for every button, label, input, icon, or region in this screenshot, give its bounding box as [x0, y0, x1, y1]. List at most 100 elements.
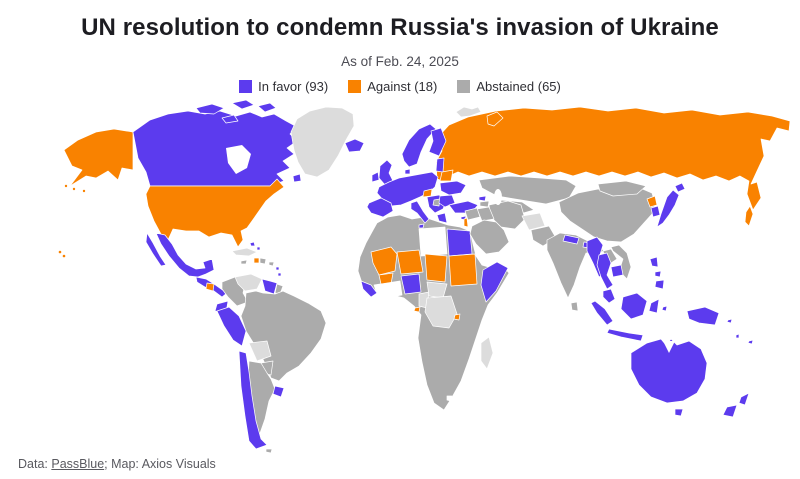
country-philippines-luzon	[649, 256, 659, 268]
source-suffix: ; Map: Axios Visuals	[104, 457, 216, 471]
country-chile	[238, 350, 268, 450]
legend-label-abstained: Abstained (65)	[476, 79, 561, 94]
country-falkland-islands	[265, 448, 273, 454]
country-newfoundland	[292, 173, 302, 183]
country-china	[558, 186, 656, 243]
country-tasmania	[674, 408, 684, 417]
country-new-guinea	[686, 306, 720, 326]
country-aleutian-islands	[64, 184, 68, 188]
country-peru	[216, 306, 247, 347]
country-madagascar	[480, 336, 494, 370]
country-philippines-mindanao	[654, 279, 665, 290]
country-greece	[436, 212, 448, 224]
country-kazakhstan	[478, 175, 577, 205]
country-equatorial-guinea	[413, 306, 421, 313]
country-israel	[463, 217, 469, 228]
page-title: UN resolution to condemn Russia's invasi…	[81, 14, 719, 41]
country-ukraine	[439, 180, 467, 196]
country-haiti	[253, 257, 260, 264]
country-south-korea	[650, 205, 661, 218]
country-lesser-antilles	[275, 266, 280, 271]
country-sierra-leone-liberia	[360, 280, 378, 298]
country-hawaii	[62, 254, 66, 258]
legend-item-against: Against (18)	[348, 79, 437, 94]
country-philippines-visayas	[654, 270, 662, 278]
country-dominican-republic	[259, 257, 267, 265]
country-japan	[656, 189, 680, 228]
country-guyana-suriname	[261, 278, 278, 295]
source-note: Data: PassBlue; Map: Axios Visuals	[18, 457, 216, 471]
country-north-korea	[646, 195, 658, 208]
legend-label-against: Against (18)	[367, 79, 438, 94]
country-russia	[435, 106, 791, 211]
country-syria-jordan	[464, 207, 481, 221]
subtitle: As of Feb. 24, 2025	[341, 54, 459, 69]
country-belarus	[439, 169, 454, 182]
country-greenland	[290, 106, 355, 178]
country-ghana-region	[373, 280, 403, 298]
legend-item-abstained: Abstained (65)	[457, 79, 561, 94]
country-drc	[424, 295, 458, 329]
country-somalia	[480, 261, 509, 303]
country-jamaica	[240, 259, 248, 265]
country-armenia-azerbaijan	[479, 200, 490, 208]
country-denmark	[404, 168, 411, 175]
country-brazil	[240, 290, 327, 382]
country-mexico	[155, 232, 215, 278]
country-finland	[428, 127, 447, 157]
legend-label-in-favor: In favor (93)	[258, 79, 329, 94]
country-sri-lanka	[570, 301, 579, 312]
country-borneo	[620, 292, 648, 320]
country-novaya-zemlya	[486, 111, 504, 127]
country-aleutian-islands	[72, 187, 76, 191]
legend-swatch-abstained	[457, 80, 471, 93]
country-bahamas	[256, 246, 261, 251]
country-bolivia	[248, 340, 272, 362]
country-nigeria	[400, 273, 422, 295]
country-sakhalin	[744, 205, 754, 227]
country-niger	[396, 249, 424, 275]
country-svalbard	[455, 106, 482, 118]
country-canada	[132, 110, 298, 187]
country-bosnia-serbia	[432, 198, 441, 207]
country-solomon-islands	[726, 318, 733, 324]
country-hungary	[422, 188, 433, 198]
country-libya	[418, 226, 448, 257]
country-sulawesi	[648, 298, 660, 314]
country-italy	[410, 200, 430, 224]
country-mali	[370, 246, 398, 276]
country-afghanistan	[521, 212, 546, 231]
passblue-link[interactable]: PassBlue	[51, 457, 105, 471]
country-fiji	[747, 339, 754, 345]
country-new-zealand-north	[738, 392, 750, 406]
legend-item-in-favor: In favor (93)	[239, 79, 328, 94]
country-chad	[424, 253, 448, 283]
country-hokkaido	[674, 182, 686, 193]
water-hudson-bay	[226, 145, 251, 174]
water-caspian-sea	[494, 189, 502, 205]
country-iceland	[344, 138, 365, 153]
source-prefix: Data:	[18, 457, 52, 471]
country-thailand	[596, 252, 614, 290]
country-vietnam	[610, 244, 632, 280]
country-egypt	[446, 228, 473, 257]
water-gulf-of-carpentaria	[663, 341, 675, 353]
country-sudan	[448, 253, 478, 287]
country-saudi-arabia	[469, 219, 510, 255]
country-lesser-antilles	[277, 272, 282, 277]
country-canada-arctic-islands	[231, 99, 255, 110]
country-nicaragua	[205, 282, 215, 292]
country-hawaii	[58, 250, 62, 254]
country-nepal	[562, 234, 580, 245]
country-sicily	[418, 223, 425, 229]
country-cuba	[231, 247, 258, 257]
country-norway-sweden	[401, 123, 437, 168]
legend-swatch-in-favor	[239, 80, 253, 93]
country-sumatra	[590, 300, 614, 326]
country-iberia	[366, 197, 394, 218]
country-united-kingdom	[378, 159, 394, 186]
country-canada-arctic-islands	[195, 103, 225, 115]
country-moluccas	[661, 305, 668, 312]
country-central-african-republic	[426, 281, 448, 299]
country-canada-arctic-islands	[221, 114, 239, 124]
